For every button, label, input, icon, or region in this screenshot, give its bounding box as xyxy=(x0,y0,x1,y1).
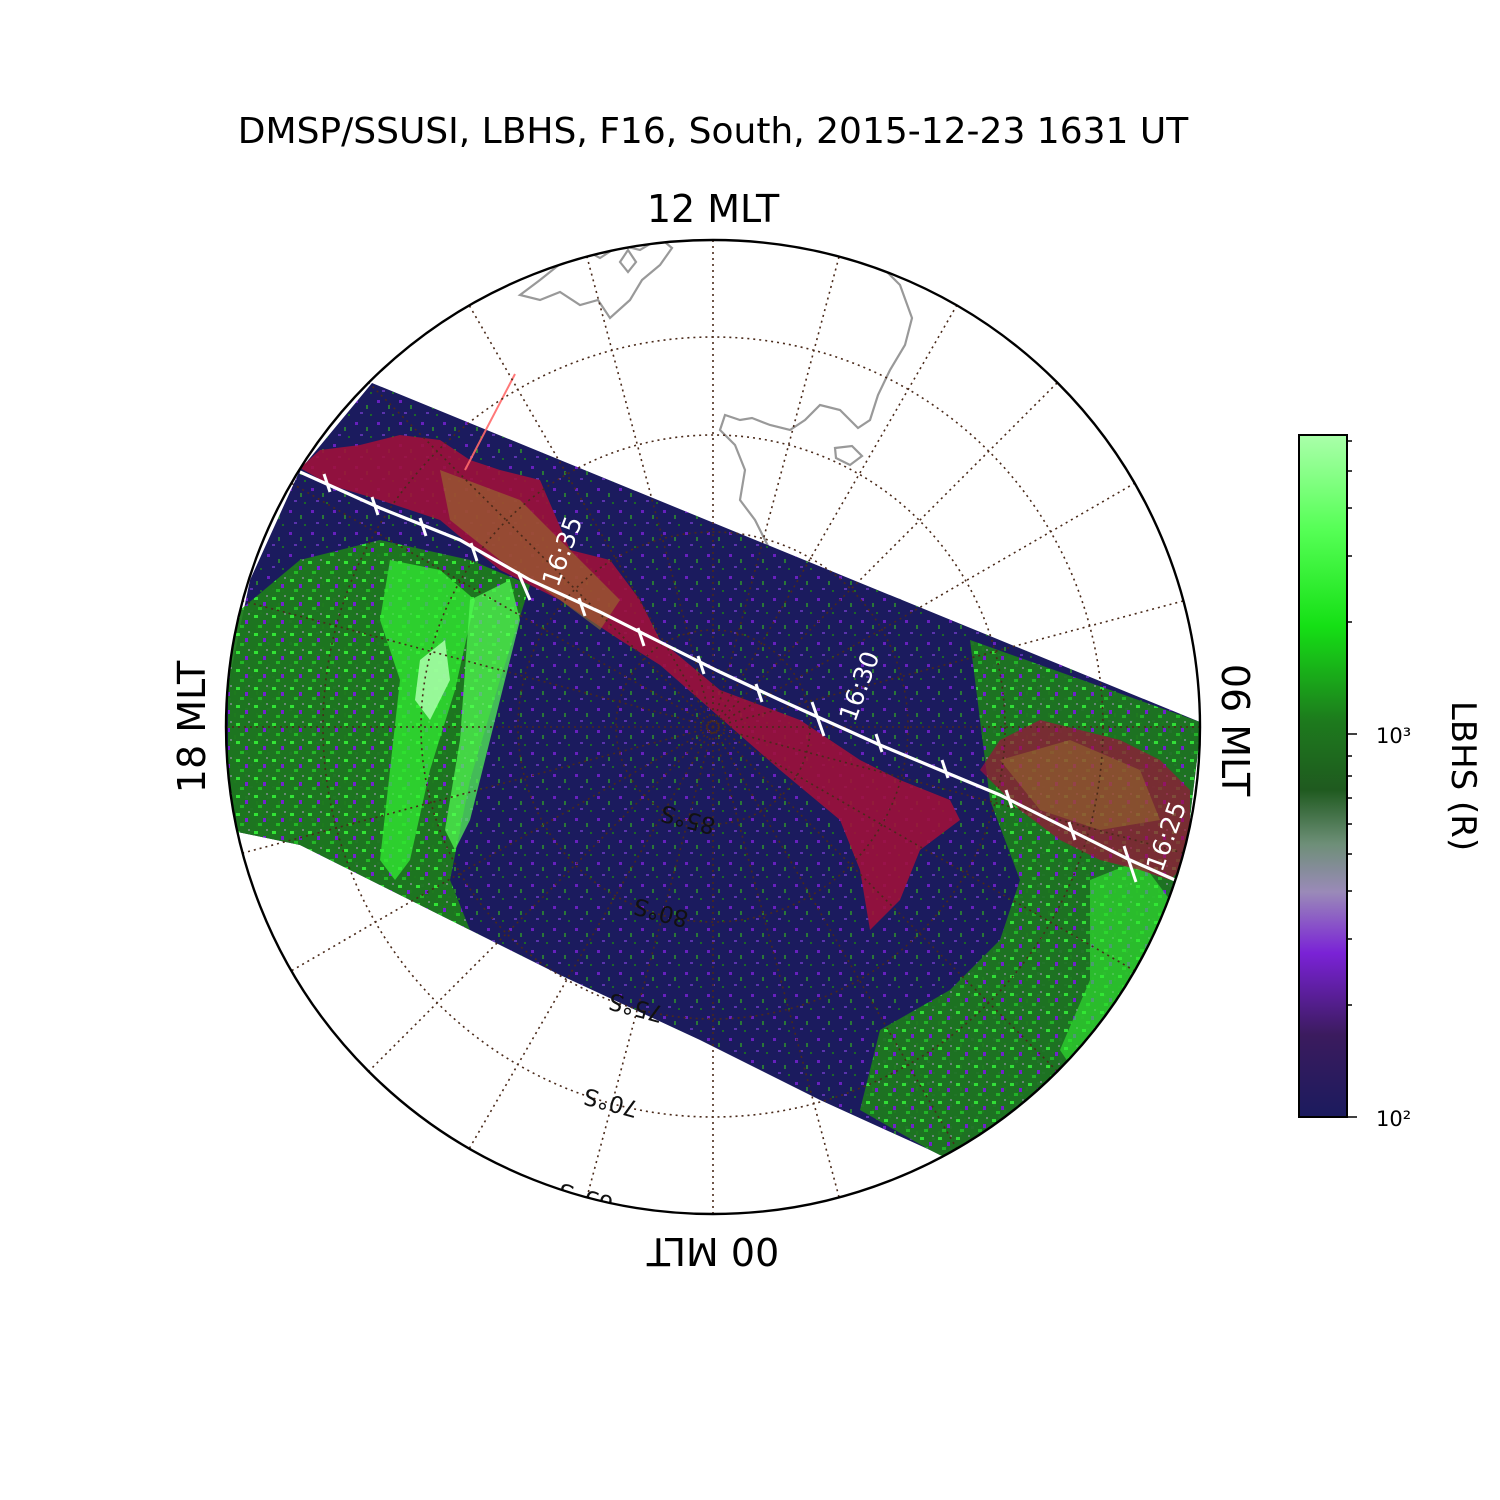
colorbar-tick-label: 10³ xyxy=(1376,724,1411,748)
mlt-label-right: 06 MLT xyxy=(1213,664,1257,797)
mlt-label-bottom: 00 MLT xyxy=(646,1229,779,1273)
orbit-track xyxy=(299,470,1176,883)
polar-plot: 16:35 16:30 16:25 85°S 80°S 75°S 70°S 65… xyxy=(224,238,1202,1216)
colorbar-gradient xyxy=(1298,434,1348,1118)
mlt-label-top: 12 MLT xyxy=(647,187,780,231)
figure-title: DMSP/SSUSI, LBHS, F16, South, 2015-12-23… xyxy=(238,111,1189,152)
colorbar: 10² 10³ LBHS (R) xyxy=(1298,434,1483,1131)
colorbar-tick-label: 10² xyxy=(1376,1107,1411,1131)
polar-grid xyxy=(226,240,1200,1214)
plot-border xyxy=(224,238,1202,1216)
mlt-label-left: 18 MLT xyxy=(170,660,214,793)
colorbar-label: LBHS (R) xyxy=(1443,701,1483,851)
colorbar-ticks xyxy=(1347,440,1357,1118)
red-overlay-region xyxy=(300,373,1190,930)
